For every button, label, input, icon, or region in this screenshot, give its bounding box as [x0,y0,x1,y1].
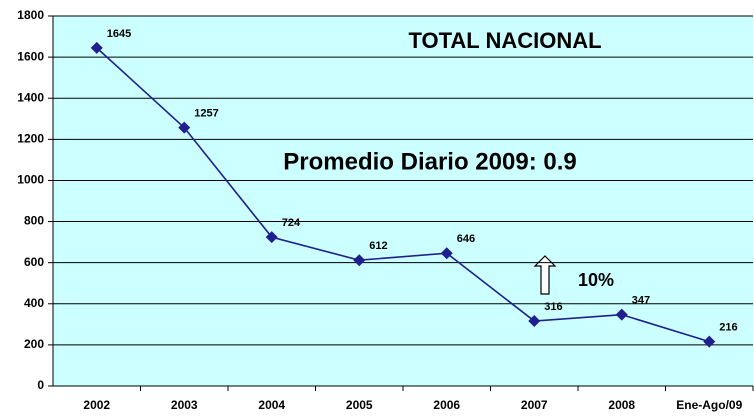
plot-area [53,16,753,386]
y-tick-label: 0 [37,378,44,392]
y-tick-label: 200 [24,337,44,351]
data-label: 216 [719,322,737,334]
point [703,335,716,348]
point [440,247,453,260]
point [615,308,628,321]
x-tick-label: 2003 [171,398,198,412]
y-tick-label: 1200 [17,132,44,146]
y-tick-label: 800 [24,214,44,228]
y-tick-label: 1800 [17,8,44,22]
x-tick-label: 2002 [83,398,110,412]
x-tick-label: 2005 [346,398,373,412]
y-tick-label: 1600 [17,49,44,63]
point [178,121,191,134]
y-tick-label: 1000 [17,173,44,187]
y-tick-label: 600 [24,255,44,269]
point [528,315,541,328]
annotation: 10% [578,270,614,290]
data-label: 1257 [194,108,218,120]
y-tick-label: 400 [24,296,44,310]
data-label: 612 [369,240,387,252]
x-tick-label: 2006 [433,398,460,412]
data-label: 316 [544,301,562,313]
arrow-icon [533,255,557,295]
series-line [96,47,710,343]
chart-title: TOTAL NACIONAL [408,28,601,53]
data-label: 1645 [107,28,131,40]
x-tick-label: 2004 [258,398,285,412]
data-label: 724 [282,217,301,229]
x-tick-label: 2007 [521,398,548,412]
point [265,231,278,244]
point [353,254,366,267]
data-label: 347 [632,295,650,307]
x-tick-label: Ene-Ago/09 [676,398,742,412]
x-tick-label: 2008 [608,398,635,412]
y-tick-label: 1400 [17,90,44,104]
annotation: Promedio Diario 2009: 0.9 [283,148,576,175]
data-label: 646 [457,233,475,245]
point [90,41,103,54]
